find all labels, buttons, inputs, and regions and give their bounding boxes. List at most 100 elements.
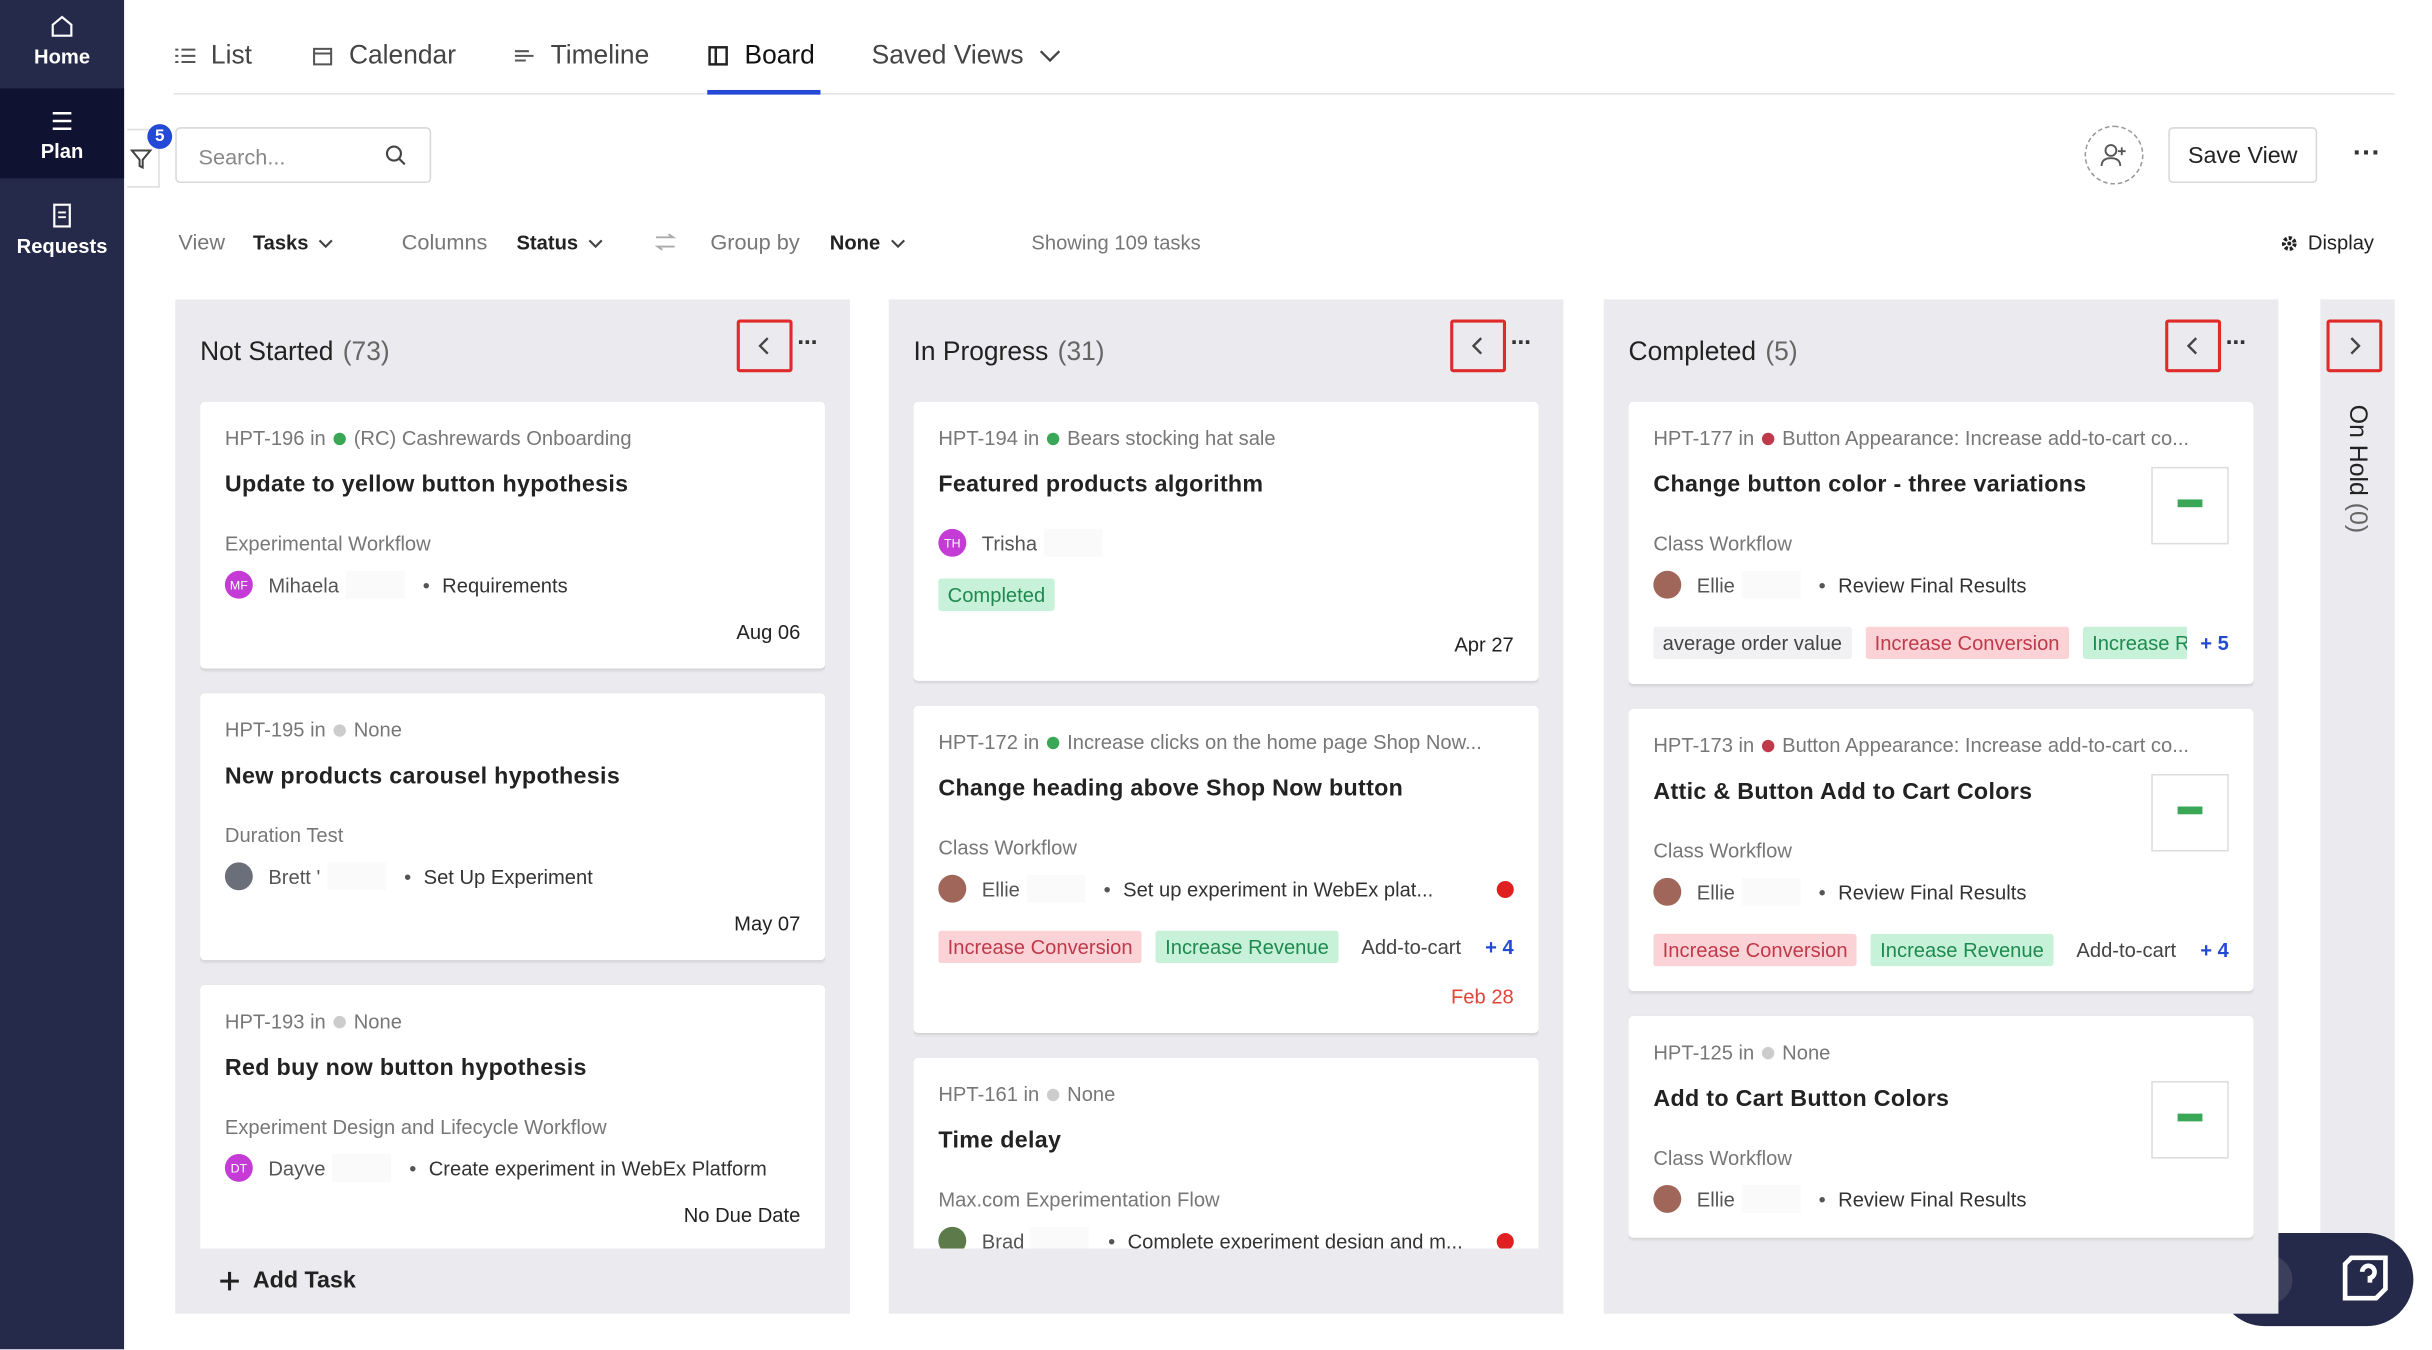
on-hold-header: On Hold (0) <box>2342 405 2370 533</box>
task-id: HPT-172 in <box>938 730 1040 754</box>
assignee-name: Ellie <box>981 877 1020 901</box>
tag-row: average order value Increase Conversion In… <box>1653 626 2229 660</box>
card-list: HPT-196 in (RC) Cashrewards Onboarding Upd… <box>200 401 826 1249</box>
assignee-row: Ellie • Review Final Results <box>1653 1184 2228 1213</box>
toolbar-columns-value[interactable]: Status <box>516 231 603 255</box>
due-date: Feb 28 <box>1450 984 1514 1009</box>
column-header: Not Started (73) <box>200 337 390 368</box>
tab-label: Saved Views <box>871 40 1024 70</box>
search-box[interactable]: Search... <box>175 127 432 184</box>
more-tags[interactable]: + 4 <box>1485 935 1514 959</box>
tag: Increase Revenue <box>2082 626 2187 660</box>
redacted <box>331 1153 391 1182</box>
toolbar-view-label: View <box>178 230 225 255</box>
toolbar-text: Showing 109 tasks <box>1031 231 1201 255</box>
view-tab[interactable]: Board <box>707 40 815 71</box>
more-tags[interactable]: + 5 <box>2200 631 2229 655</box>
tag: Increase Revenue <box>1155 930 1339 964</box>
task-id: HPT-177 in <box>1653 426 1755 450</box>
project-name: None <box>353 718 402 742</box>
view-tab[interactable]: Saved Views <box>872 40 1061 71</box>
task-title: New products carousel hypothesis <box>224 763 621 790</box>
card-meta: HPT-125 in None <box>1653 1041 2216 1064</box>
redacted <box>1026 874 1086 903</box>
task-id: HPT-161 in <box>938 1082 1040 1106</box>
redacted <box>326 862 386 891</box>
more-menu[interactable]: ··· <box>2352 136 2381 168</box>
task-id: HPT-125 in <box>1653 1040 1755 1064</box>
assignee-name: Dayve <box>268 1156 326 1180</box>
due-date: May 07 <box>734 911 801 936</box>
task-card[interactable]: HPT-173 in Button Appearance: Increase ad… <box>1628 708 2254 992</box>
column-title: Not Started <box>200 336 334 367</box>
assignee-name: Brett ' <box>268 864 321 888</box>
column-menu[interactable]: ··· <box>1510 330 1533 357</box>
task-title: Attic & Button Add to Cart Colors <box>1653 778 2033 805</box>
project-dot <box>333 432 346 446</box>
task-card[interactable]: HPT-172 in Increase clicks on the home pa… <box>913 705 1539 1033</box>
workflow: Experimental Workflow <box>224 531 431 556</box>
add-task-button[interactable]: Add Task <box>219 1267 356 1294</box>
task-card[interactable]: HPT-194 in Bears stocking hat sale Feature… <box>913 401 1539 681</box>
column-menu[interactable]: ··· <box>797 330 819 357</box>
toolbar-group-value[interactable]: None <box>830 231 905 254</box>
alert-icon <box>1496 880 1514 898</box>
project-name: Button Appearance: Increase add-to-cart … <box>1782 426 2190 450</box>
project-dot <box>1046 1088 1060 1102</box>
toolbar-view-value[interactable]: Tasks <box>253 231 334 254</box>
task-card[interactable]: HPT-196 in (RC) Cashrewards Onboarding Upd… <box>200 401 826 669</box>
column-header: In Progress (31) <box>914 337 1105 368</box>
sidebar-item[interactable]: Plan <box>0 88 125 179</box>
on-hold-column: On Hold (0) <box>2320 299 2395 1314</box>
project-name: Bears stocking hat sale <box>1067 426 1276 450</box>
view-tab[interactable]: List <box>174 40 252 71</box>
task-card[interactable]: HPT-125 in None Add to Cart Button Colors C… <box>1628 1015 2254 1238</box>
view-tab[interactable]: Timeline <box>513 40 649 71</box>
task-card[interactable]: HPT-177 in Button Appearance: Increase ad… <box>1628 401 2254 684</box>
stage: Complete experiment design and m... <box>1127 1229 1463 1249</box>
toolbar-text: Status <box>516 231 579 255</box>
sidebar-item[interactable]: Requests <box>0 202 124 257</box>
tag: Increase Conversion <box>938 930 1142 964</box>
column-title: On Hold <box>2343 404 2370 496</box>
sidebar-label: Home <box>34 44 91 69</box>
assignee-name: Mihaela <box>268 573 339 597</box>
add-member-button[interactable] <box>2084 125 2144 185</box>
workflow: Class Workflow <box>1653 839 1792 863</box>
project-dot <box>1046 736 1060 750</box>
project-name: None <box>353 1009 402 1033</box>
project-dot <box>333 724 346 737</box>
tab-label: List <box>210 40 252 70</box>
expand-button[interactable] <box>2326 319 2383 373</box>
task-title: Featured products algorithm <box>938 471 1264 498</box>
collapse-button[interactable] <box>2165 319 2222 373</box>
toolbar-display[interactable]: Display <box>2308 231 2374 254</box>
thumbnail <box>2151 466 2229 545</box>
sidebar-item[interactable]: Home <box>0 12 124 68</box>
more-tags[interactable]: + 4 <box>2200 938 2229 962</box>
collapse-button[interactable] <box>1450 319 1507 373</box>
task-title: Update to yellow button hypothesis <box>224 471 629 498</box>
task-title: Add to Cart Button Colors <box>1653 1085 1950 1113</box>
search-placeholder: Search... <box>198 144 286 170</box>
collapse-button[interactable] <box>736 319 793 373</box>
assignee-row: Ellie • Review Final Results <box>1653 877 2228 906</box>
bullet: • <box>1818 1187 1826 1211</box>
toolbar-text: None <box>829 231 881 255</box>
tab-divider <box>173 93 2395 95</box>
column-menu[interactable]: ··· <box>2225 330 2248 357</box>
avatar <box>1653 877 1682 906</box>
stage: Requirements <box>442 573 568 597</box>
task-card[interactable]: HPT-195 in None New products carousel hypo… <box>200 693 826 961</box>
view-tab[interactable]: Calendar <box>312 40 456 71</box>
card-meta: HPT-172 in Increase clicks on the home pa… <box>938 731 1513 754</box>
redacted <box>1741 570 1801 599</box>
card-meta: HPT-177 in Button Appearance: Increase ad… <box>1653 427 2216 450</box>
card-meta: HPT-195 in None <box>225 718 800 741</box>
save-view-button[interactable]: Save View <box>2168 127 2318 184</box>
task-card[interactable]: HPT-161 in None Time delay Max.com Experime… <box>913 1057 1539 1249</box>
avatar <box>1653 570 1682 599</box>
task-card[interactable]: HPT-193 in None Red buy now button hypothe… <box>200 984 826 1249</box>
redacted <box>1043 528 1103 557</box>
